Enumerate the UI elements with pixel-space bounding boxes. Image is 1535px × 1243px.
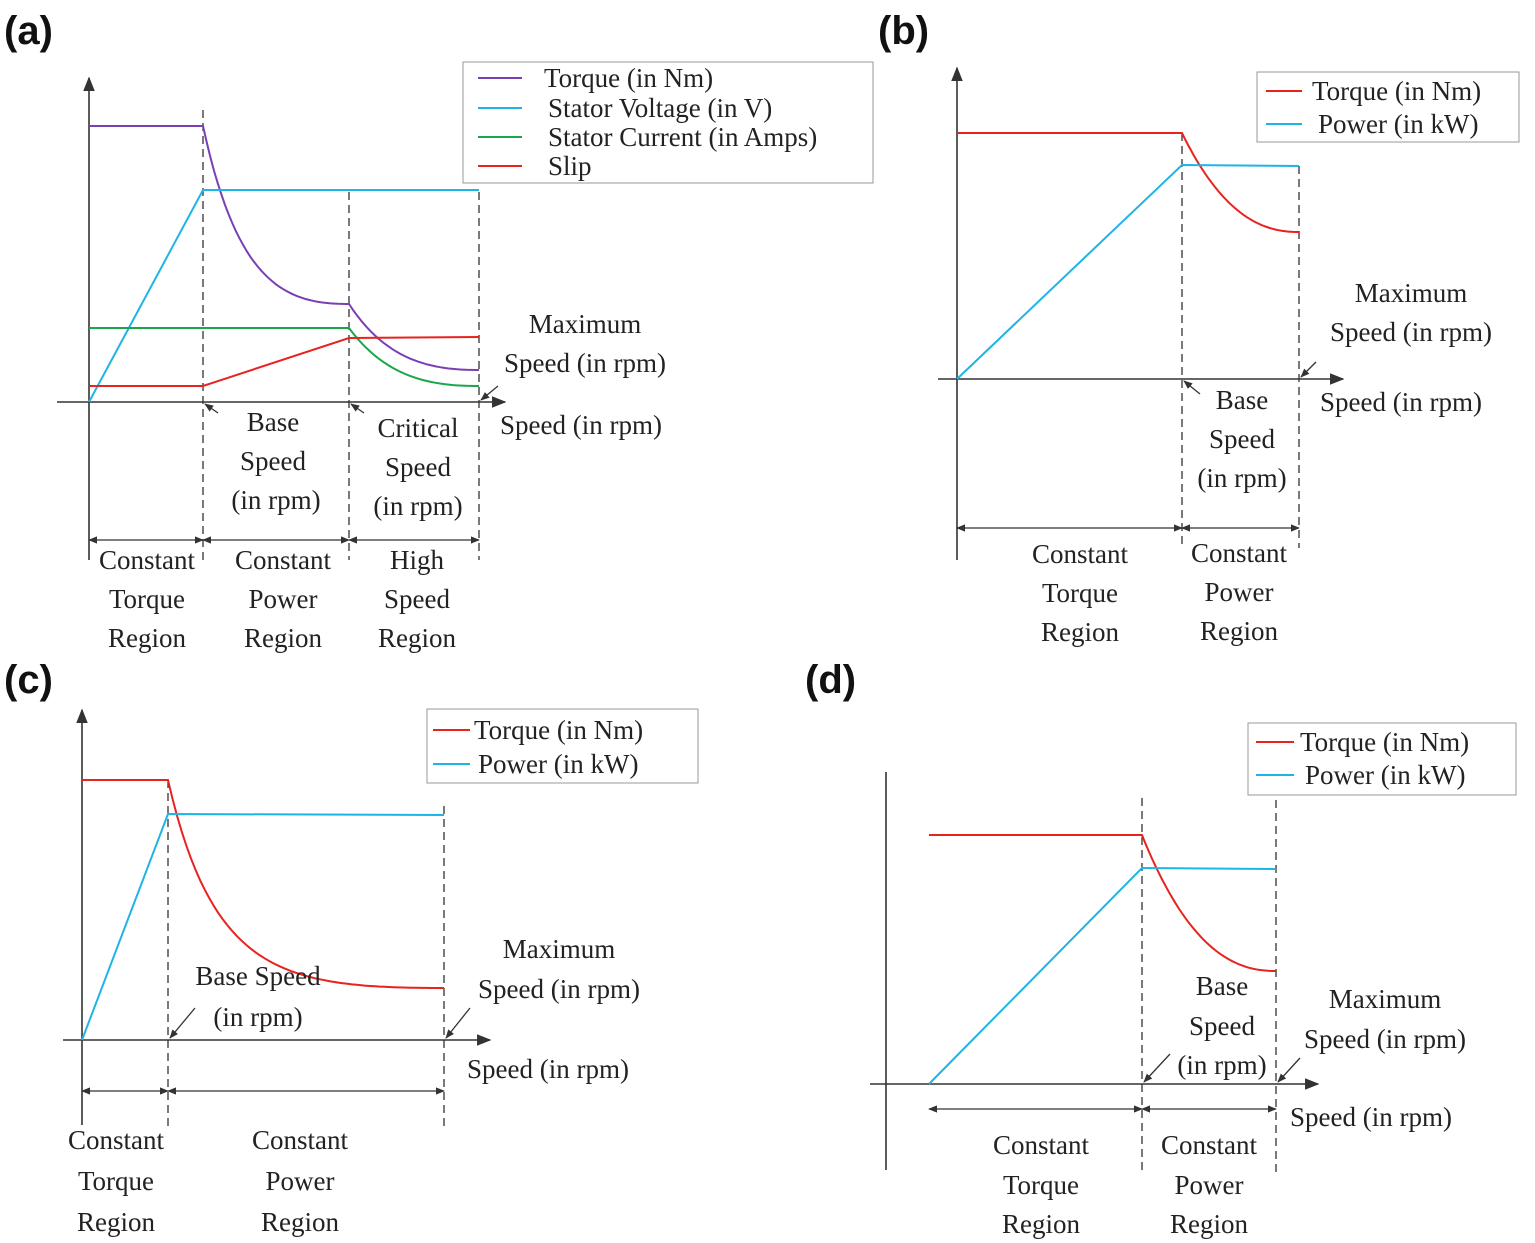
- panel-b-base-pointer: [1183, 380, 1201, 395]
- panel-a-x-label: Speed (in rpm): [500, 410, 662, 440]
- panel-b-region-2-l2: Power: [1205, 577, 1274, 607]
- panel-c-legend-power: Power (in kW): [478, 749, 638, 779]
- panel-c-torque-series: [82, 779, 444, 989]
- panel-c: (c) Base Speed (in rpm) Maximum Speed (i…: [4, 658, 699, 1237]
- panel-a-legend-torque: Torque (in Nm): [544, 63, 713, 93]
- panel-d-region-1-l3: Region: [1002, 1209, 1080, 1239]
- panel-b-max-pointer: [1300, 361, 1317, 378]
- panel-d-max-label-1: Maximum: [1329, 984, 1442, 1014]
- panel-a-base-pointer: [204, 403, 219, 414]
- panel-a-legend-box: [462, 61, 874, 184]
- panel-b-power-series: [956, 163, 1300, 380]
- panel-a-max-label-2: Speed (in rpm): [504, 348, 666, 378]
- panel-d-region-1-l1: Constant: [993, 1130, 1090, 1160]
- panel-c-letter: (c): [4, 658, 53, 702]
- panel-a-legend: Torque (in Nm) Stator Voltage (in V) Sta…: [462, 61, 874, 184]
- panel-c-region-2-l2: Power: [266, 1166, 335, 1196]
- panel-b-legend: Torque (in Nm) Power (in kW): [1256, 71, 1520, 143]
- panel-d-max-label-2: Speed (in rpm): [1304, 1024, 1466, 1054]
- panel-a-region-2-l2: Power: [249, 584, 318, 614]
- panel-d-base-label-3: (in rpm): [1177, 1050, 1266, 1080]
- panel-a-critical-pointer: [350, 403, 365, 414]
- panel-d-power-series: [928, 866, 1277, 1085]
- panel-a-region-2-l1: Constant: [235, 545, 332, 575]
- panel-b-letter: (b): [878, 9, 929, 53]
- panel-d-torque-series: [929, 834, 1276, 972]
- panel-b-region-1-l2: Torque: [1042, 578, 1118, 608]
- panel-d-base-label-2: Speed: [1189, 1011, 1255, 1041]
- panel-a-max-label-1: Maximum: [529, 309, 642, 339]
- panel-d-region-2-l3: Region: [1170, 1209, 1248, 1239]
- panel-a-region-1-l2: Torque: [109, 584, 185, 614]
- panel-a-legend-current: Stator Current (in Amps): [548, 122, 817, 152]
- panel-c-legend-torque: Torque (in Nm): [474, 715, 643, 745]
- panel-a: (a) Base Speed (in rpm) Critical Speed (…: [4, 9, 874, 653]
- panel-b-base-label-2: Speed: [1209, 424, 1275, 454]
- panel-b-max-label-2: Speed (in rpm): [1330, 317, 1492, 347]
- panel-b-region-1-l1: Constant: [1032, 539, 1129, 569]
- panel-a-region-2-l3: Region: [244, 623, 322, 653]
- panel-d-region-2-l2: Power: [1175, 1170, 1244, 1200]
- panel-d-base-label-1: Base: [1196, 971, 1249, 1001]
- panel-c-power-series: [81, 812, 445, 1041]
- panel-a-critical-label-3: (in rpm): [373, 491, 462, 521]
- panel-c-max-label-2: Speed (in rpm): [478, 974, 640, 1004]
- panel-b-region-1-l3: Region: [1041, 617, 1119, 647]
- panel-c-region-1-l3: Region: [77, 1207, 155, 1237]
- panel-d-letter: (d): [805, 658, 856, 702]
- panel-a-max-pointer: [480, 385, 499, 401]
- panel-b-legend-box: [1256, 71, 1520, 143]
- panel-c-legend-box: [426, 708, 699, 784]
- panel-a-voltage-series: [88, 189, 479, 403]
- panel-c-base-label-2: (in rpm): [213, 1002, 302, 1032]
- panel-a-critical-label-2: Speed: [385, 452, 451, 482]
- panel-c-region-2-l1: Constant: [252, 1125, 349, 1155]
- panel-c-x-label: Speed (in rpm): [467, 1054, 629, 1084]
- panel-a-region-1-l1: Constant: [99, 545, 196, 575]
- panel-c-region-2-l3: Region: [261, 1207, 339, 1237]
- panel-c-legend: Torque (in Nm) Power (in kW): [426, 708, 699, 784]
- panel-c-max-pointer: [445, 1007, 471, 1039]
- panel-a-base-label-3: (in rpm): [231, 485, 320, 515]
- panel-b-max-label-1: Maximum: [1355, 278, 1468, 308]
- panel-b-x-label: Speed (in rpm): [1320, 387, 1482, 417]
- panel-d-legend-torque: Torque (in Nm): [1300, 727, 1469, 757]
- panel-b-base-label-1: Base: [1216, 385, 1269, 415]
- panel-c-base-pointer: [169, 1007, 196, 1039]
- panel-d-legend-power: Power (in kW): [1305, 760, 1465, 790]
- panel-c-max-label-1: Maximum: [503, 934, 616, 964]
- panel-c-region-1-l2: Torque: [78, 1166, 154, 1196]
- panel-a-current-series: [89, 327, 479, 387]
- panel-d-base-pointer: [1143, 1053, 1171, 1083]
- panel-b-legend-torque: Torque (in Nm): [1312, 76, 1481, 106]
- panel-b-legend-power: Power (in kW): [1318, 109, 1478, 139]
- panel-c-region-1-l1: Constant: [68, 1125, 165, 1155]
- panel-d-x-label: Speed (in rpm): [1290, 1102, 1452, 1132]
- panel-d-max-pointer: [1277, 1057, 1301, 1083]
- panel-b-region-2-l1: Constant: [1191, 538, 1288, 568]
- panel-a-base-label-2: Speed: [240, 446, 306, 476]
- panel-d-region-1-l2: Torque: [1003, 1170, 1079, 1200]
- panel-b-region-2-l3: Region: [1200, 616, 1278, 646]
- panel-a-region-3-l2: Speed: [384, 584, 450, 614]
- panel-d-legend: Torque (in Nm) Power (in kW): [1247, 722, 1517, 796]
- panel-a-region-3-l3: Region: [378, 623, 456, 653]
- panel-a-legend-slip: Slip: [548, 151, 592, 181]
- panel-a-region-1-l3: Region: [108, 623, 186, 653]
- panel-b: (b) Base Speed (in rpm) Maximum Speed (i…: [878, 9, 1520, 647]
- panel-a-letter: (a): [4, 9, 53, 53]
- panel-c-base-label-1: Base Speed: [195, 961, 321, 991]
- panel-d: (d) Base Speed (in rpm) Maximum Speed (i…: [805, 658, 1517, 1239]
- panel-a-slip-series: [89, 336, 480, 387]
- panel-a-legend-voltage: Stator Voltage (in V): [548, 93, 772, 123]
- panel-a-torque-series: [89, 125, 479, 371]
- panel-a-region-3-l1: High: [390, 545, 445, 575]
- panel-b-base-label-3: (in rpm): [1197, 463, 1286, 493]
- panel-d-legend-box: [1247, 722, 1517, 796]
- panel-a-critical-label-1: Critical: [378, 413, 459, 443]
- panel-a-base-label-1: Base: [247, 407, 300, 437]
- panel-d-region-2-l1: Constant: [1161, 1130, 1258, 1160]
